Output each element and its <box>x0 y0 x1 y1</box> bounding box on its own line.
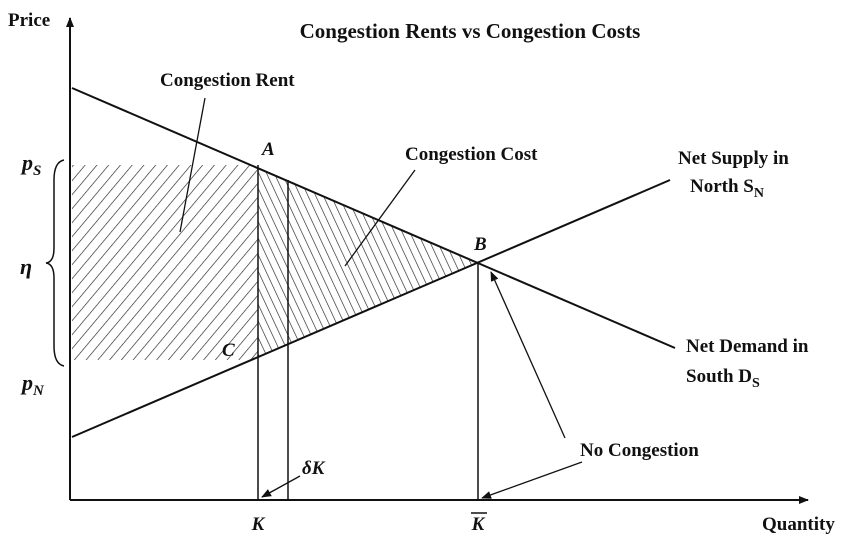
k-label: K <box>251 514 266 535</box>
cost-pointer <box>344 169 416 267</box>
delta-k-arrow <box>261 475 301 498</box>
supply-label-2: North SN <box>690 176 764 201</box>
cost-region <box>258 168 478 357</box>
title: Congestion Rents vs Congestion Costs <box>300 19 641 43</box>
point-c: C <box>222 340 235 361</box>
rent-region <box>72 165 258 360</box>
eta-label: η <box>20 254 32 279</box>
cost-label: Congestion Cost <box>405 144 538 165</box>
delta-k-label: δK <box>302 458 326 479</box>
x-axis-label: Quantity <box>762 514 835 535</box>
demand-line <box>71 87 676 349</box>
y-axis-label: Price <box>8 10 50 31</box>
supply-line <box>71 179 671 438</box>
point-b: B <box>473 234 487 255</box>
k-bar-arrow <box>481 461 583 499</box>
demand-label-2: South DS <box>686 366 760 391</box>
no-congestion-arrow <box>490 271 566 439</box>
demand-label-1: Net Demand in <box>686 336 809 357</box>
rent-label: Congestion Rent <box>160 70 295 91</box>
ps-label: pS <box>20 150 41 179</box>
point-a: A <box>261 139 275 160</box>
k-bar-label: K <box>471 514 486 535</box>
rent-pointer <box>179 97 206 233</box>
supply-label-1: Net Supply in <box>678 148 789 169</box>
no-congestion-label: No Congestion <box>580 440 699 461</box>
pn-label: pN <box>20 370 45 399</box>
brace <box>45 159 65 367</box>
